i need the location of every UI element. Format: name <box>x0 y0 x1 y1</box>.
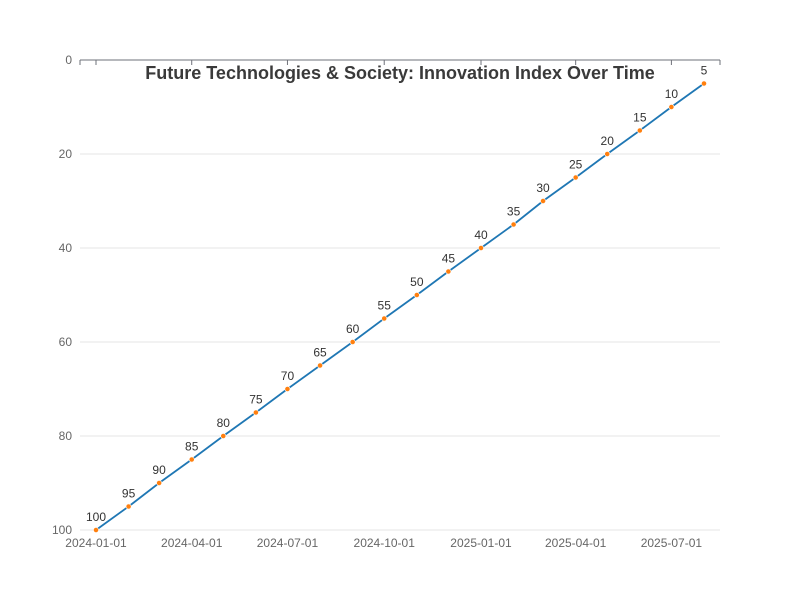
data-point <box>381 315 388 322</box>
data-label: 35 <box>507 205 521 219</box>
y-tick-label: 0 <box>65 53 72 67</box>
data-point <box>668 104 675 110</box>
data-label: 20 <box>601 134 615 148</box>
y-axis-ticks: 0 20 40 60 80 100 <box>52 53 72 537</box>
data-label: 65 <box>313 346 327 360</box>
data-point <box>701 80 707 87</box>
data-point <box>188 456 195 463</box>
axes <box>79 59 721 65</box>
x-tick-label: 2024-04-01 <box>161 536 223 550</box>
data-point <box>445 268 452 275</box>
data-label: 55 <box>378 299 392 313</box>
data-point <box>220 433 227 439</box>
data-point <box>125 503 132 510</box>
data-label: 25 <box>569 158 583 172</box>
y-tick-label: 100 <box>52 523 72 537</box>
data-point <box>349 339 356 345</box>
data-label: 75 <box>249 393 263 407</box>
grid-lines <box>80 153 720 531</box>
data-point <box>252 409 259 416</box>
data-label: 90 <box>152 463 166 477</box>
data-point <box>317 362 323 369</box>
data-label: 80 <box>217 416 231 430</box>
data-point <box>540 198 546 204</box>
data-label: 85 <box>185 440 199 454</box>
series-markers <box>93 80 707 533</box>
chart-title: Future Technologies & Society: Innovatio… <box>145 63 654 83</box>
data-label: 95 <box>122 487 136 501</box>
data-point <box>284 386 291 392</box>
data-point <box>156 480 163 486</box>
y-tick-label: 40 <box>59 241 73 255</box>
y-tick-label: 60 <box>59 335 73 349</box>
data-label: 60 <box>346 322 360 336</box>
data-labels: 100 95 90 85 80 75 70 65 60 55 50 45 40 35 30 25 20 15 10 5 <box>86 64 708 525</box>
data-point <box>636 127 643 134</box>
data-point <box>510 221 517 228</box>
data-label: 30 <box>536 181 550 195</box>
data-label: 40 <box>474 228 488 242</box>
series-line-group <box>95 82 705 531</box>
x-tick-label: 2025-01-01 <box>450 536 512 550</box>
data-point <box>93 527 99 533</box>
data-label: 10 <box>665 87 679 101</box>
y-tick-label: 80 <box>59 429 73 443</box>
data-label: 45 <box>442 252 456 266</box>
x-tick-label: 2024-01-01 <box>65 536 127 550</box>
data-point <box>604 151 611 157</box>
series-line <box>95 82 705 531</box>
data-label: 15 <box>633 111 647 125</box>
data-label: 50 <box>410 275 424 289</box>
data-point <box>413 292 420 298</box>
x-tick-label: 2024-10-01 <box>354 536 416 550</box>
x-axis-ticks: 2024-01-01 2024-04-01 2024-07-01 2024-10-01… <box>65 536 702 550</box>
x-tick-label: 2025-04-01 <box>545 536 607 550</box>
data-label: 70 <box>281 369 295 383</box>
data-label: 100 <box>86 510 106 524</box>
data-label: 5 <box>701 64 708 78</box>
x-tick-label: 2025-07-01 <box>641 536 703 550</box>
x-tick-label: 2024-07-01 <box>257 536 319 550</box>
data-point <box>572 174 579 181</box>
data-point <box>478 245 484 251</box>
y-tick-label: 20 <box>59 147 73 161</box>
